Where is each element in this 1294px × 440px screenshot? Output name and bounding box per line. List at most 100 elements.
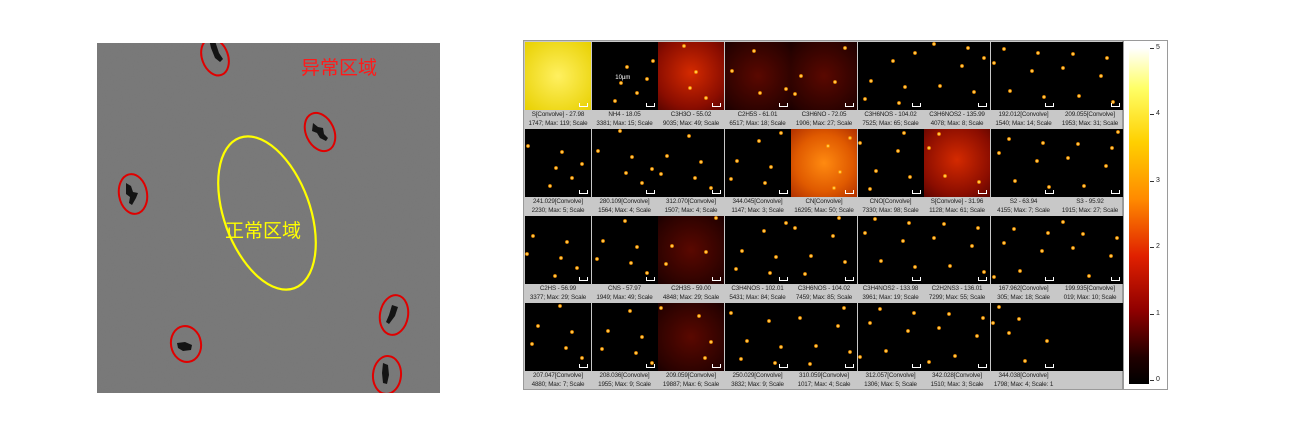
scale-bar [845,103,854,107]
hotspot [783,221,788,225]
colorbar-tick [1150,380,1154,381]
ion-image-tile[interactable]: CN[Convolve] 16295; Max: 50; Scale [791,129,857,216]
ion-image [924,303,990,371]
ion-image-tile[interactable]: 192.012[Convolve] 1540; Max: 14; Scale [990,42,1057,129]
intensity-colorbar: 5 4 3 2 1 0 [1123,40,1168,390]
particle [312,123,328,141]
hotspot [1040,141,1045,145]
ion-image-tile[interactable]: 250.029[Convolve] 3832; Max: 9; Scale [724,303,791,390]
ion-name-label: 208.036[Convolve] [599,372,650,379]
hotspot [1006,331,1011,335]
empty-tile [1057,303,1123,390]
ion-image-tile[interactable]: C3H6NOS - 104.02 7459; Max: 85; Scale [791,216,857,303]
hotspot [738,357,743,361]
hotspot [1035,51,1040,55]
ion-name-label: 209.059[Convolve] [666,372,716,379]
ion-name-label: S[Convolve] - 31.96 [930,198,984,205]
ion-image-tile[interactable]: 209.059[Convolve] 19887; Max: 6; Scale [658,303,724,390]
ion-image-tile[interactable]: C2H5S - 61.01 6517; Max: 18; Scale [724,42,791,129]
hotspot [982,270,986,274]
scale-bar [1044,103,1054,107]
ion-image-tile[interactable]: 344.045[Convolve] 1147; Max: 3; Scale [724,129,791,216]
ion-image [990,42,1057,110]
hotspot [798,316,802,320]
ion-stats-label: 1747; Max: 119; Scale [528,120,588,127]
ion-image-tile[interactable]: C2H2NS3 - 136.01 7299; Max: 55; Scale [924,216,990,303]
hotspot [970,244,974,248]
colorbar-tick-label: 3 [1156,176,1160,184]
colorbar-tick-label: 2 [1156,243,1160,251]
abnormal-region-marker [303,111,337,153]
ion-name-label: C2HS - 56.99 [539,285,577,292]
scale-bar [911,190,921,194]
hotspot [605,329,610,333]
ion-image-tile[interactable]: C3H4NOS - 102.01 5431; Max: 84; Scale [724,216,791,303]
ion-image-tile[interactable]: 167.962[Convolve] 305; Max: 18; Scale [990,216,1057,303]
ion-stats-label: 2230; Max: 5; Scale [531,207,585,214]
ion-image-tile[interactable]: C2H3S - 59.00 4848; Max: 29; Scale [658,216,724,303]
hotspot [1012,179,1017,183]
ion-image-tile[interactable]: CNS - 57.97 1949; Max: 49; Scale [591,216,658,303]
ion-image-tile[interactable]: CNO[Convolve] 7330; Max: 98; Scale [857,129,924,216]
ion-name-label: C2H3S - 59.00 [671,285,711,292]
hotspot [857,141,862,145]
ion-image-tile[interactable]: S3 - 95.92 1915; Max: 27; Scale [1057,129,1123,216]
hotspot [728,311,733,315]
ion-name-label: C3H6NOS - 104.02 [797,285,851,292]
hotspot [843,260,847,264]
hotspot [734,159,739,163]
colorbar-tick [1150,247,1154,249]
scale-bar-label: 10µm [615,74,631,81]
scale-bar [712,277,721,281]
ion-image-tile[interactable]: C3H4NOS2 - 133.98 3961; Max: 19; Scale [857,216,924,303]
ion-image-tile[interactable]: 280.109[Convolve] 1564; Max: 4; Scale [591,129,658,216]
scale-bar [1044,190,1054,194]
scale-bar [579,103,588,107]
hotspot [927,360,931,364]
hotspot [531,234,535,238]
ion-image-tile[interactable]: 241.029[Convolve] 2230; Max: 5; Scale [525,129,591,216]
ion-image [791,129,857,197]
ion-image-tile[interactable]: 312.057[Convolve] 1306; Max: 5; Scale [857,303,924,390]
ion-image-tile[interactable]: 207.047[Convolve] 4880; Max: 7; Scale [525,303,591,390]
ion-image-tile[interactable]: S[Convolve] - 27.98 1747; Max: 119; Scale [525,42,591,129]
ion-image-tile[interactable]: C3H6NOS - 104.02 7525; Max: 65; Scale [857,42,924,129]
hotspot [836,324,840,328]
ion-image-tile[interactable]: 208.036[Convolve] 1955; Max: 9; Scale [591,303,658,390]
ion-image-tile[interactable]: 310.059[Convolve] 1017; Max: 4; Scale [791,303,857,390]
ion-name-label: S3 - 95.92 [1076,198,1104,205]
ion-name-label: 280.109[Convolve] [599,198,650,205]
hotspot [868,79,873,83]
ion-stats-label: 019; Max: 10; Scale [1063,294,1117,301]
ion-image-tile[interactable]: 312.070[Convolve] 1507; Max: 4; Scale [658,129,724,216]
ion-image-tile[interactable]: 199.935[Convolve] 019; Max: 10; Scale [1057,216,1123,303]
ion-image-tile[interactable]: 342.028[Convolve] 1510; Max: 3; Scale [924,303,990,390]
ion-name-label: C2H2NS3 - 136.01 [931,285,983,292]
ion-image-tile[interactable]: S[Convolve] - 31.96 1128; Max: 61; Scale [924,129,990,216]
ion-image [791,216,857,284]
scale-bar [645,277,655,281]
hotspot [682,44,686,48]
hotspot [644,271,649,275]
ion-image [857,303,924,371]
ion-image-tile[interactable]: C3H6NO - 72.05 1906; Max: 27; Scale [791,42,857,129]
hotspot [709,186,713,190]
ion-name-label: 250.029[Convolve] [732,372,783,379]
colorbar-tick [1150,114,1154,116]
colorbar-tick [1150,48,1154,49]
hotspot [580,356,584,360]
hotspot [966,46,970,50]
ion-image-tile[interactable]: C2HS - 56.99 3377; Max: 29; Scale [525,216,591,303]
hotspot [1082,184,1086,188]
ion-image-tile[interactable]: 344.038[Convolve] 1798; Max: 4; Scale: 1 [990,303,1057,390]
ion-image-tile[interactable]: C3H3O - 55.02 9035; Max: 49; Scale [658,42,724,129]
hotspot [624,65,629,69]
ion-image-tile[interactable]: S2 - 63.94 4155; Max: 7; Scale [990,129,1057,216]
hotspot [867,321,872,325]
hotspot [617,129,622,133]
ion-image-tile[interactable]: 10µm NH4 - 18.05 3381; Max: 15; Scale [591,42,658,129]
ion-image-tile[interactable]: 209.055[Convolve] 1953; Max: 31; Scale [1057,42,1123,129]
scale-bar [845,277,854,281]
ion-image-tile[interactable]: C3H6NOS2 - 135.99 4078; Max: 8; Scale [924,42,990,129]
hotspot [644,77,649,81]
